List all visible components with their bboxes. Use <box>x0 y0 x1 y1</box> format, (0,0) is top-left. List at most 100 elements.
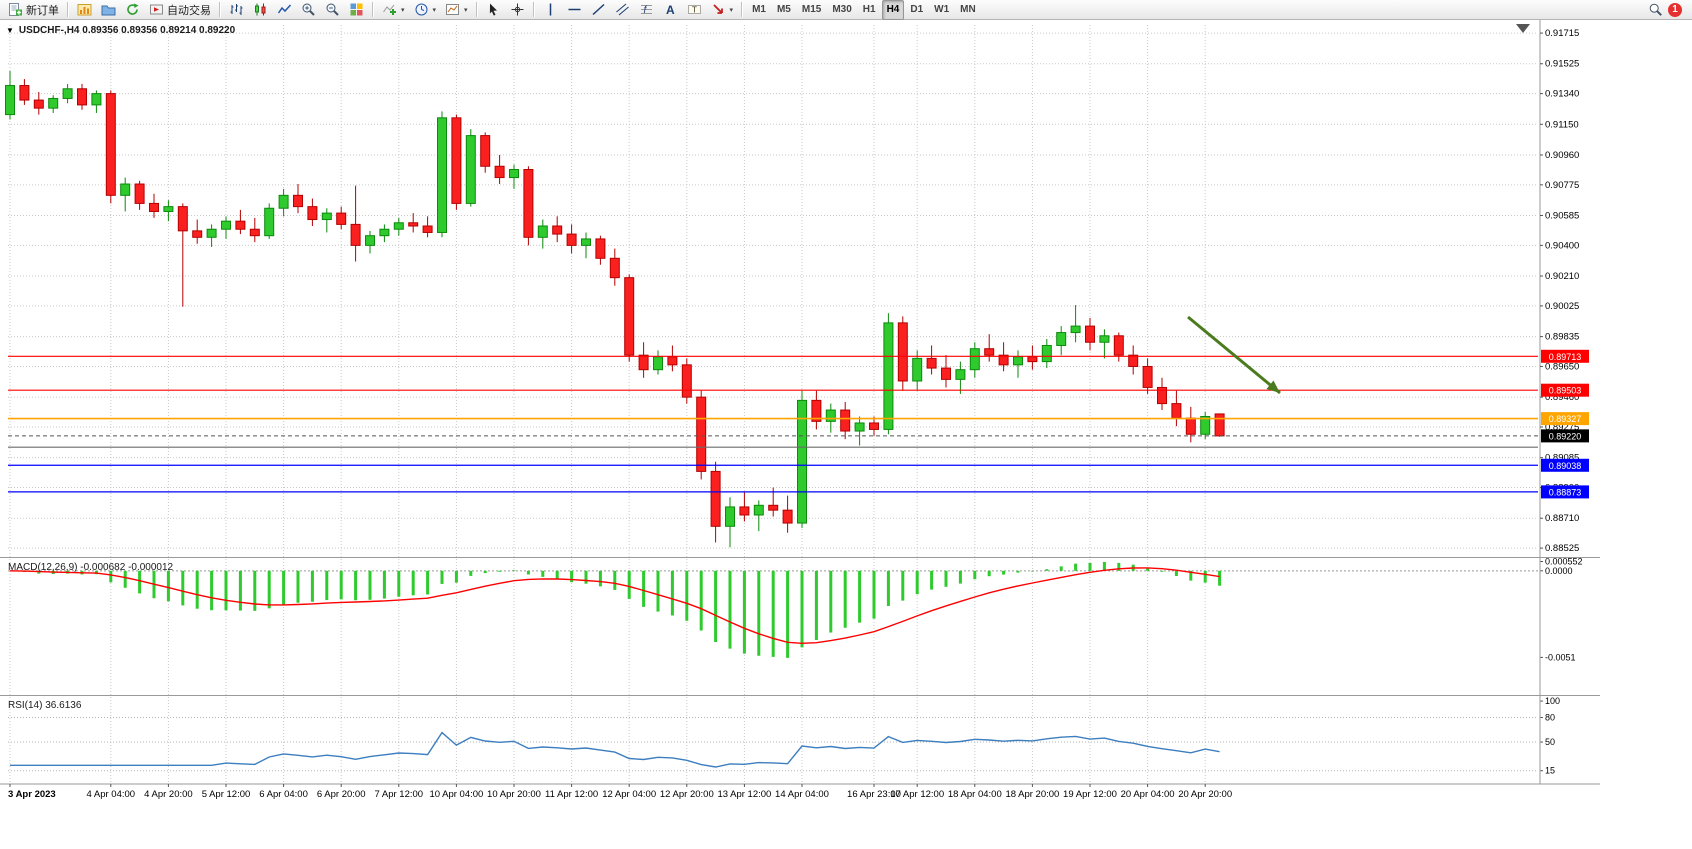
rsi-label: RSI(14) 36.6136 <box>8 700 82 711</box>
tile-windows-button[interactable] <box>345 0 368 20</box>
timeframe-W1-button[interactable]: W1 <box>934 4 950 15</box>
svg-text:0.88873: 0.88873 <box>1549 487 1582 497</box>
one-click-trading-collapse-icon[interactable] <box>6 27 14 35</box>
arrows-button[interactable]: ▾ <box>707 0 738 20</box>
fibo-icon: f <box>639 2 654 17</box>
auto-trading-button-label: 自动交易 <box>167 4 211 17</box>
indicators-icon <box>382 2 397 17</box>
new-order-icon <box>8 2 23 17</box>
svg-text:20 Apr 04:00: 20 Apr 04:00 <box>1121 789 1175 800</box>
horizontal-line-button[interactable] <box>563 0 586 20</box>
new-order-button[interactable]: 新订单 <box>4 0 63 20</box>
templates-button[interactable]: ▾ <box>441 0 472 20</box>
macd-label: MACD(12,26,9) -0.000682 -0.000012 <box>8 562 174 573</box>
timeframe-H1-button[interactable]: H1 <box>862 4 876 15</box>
zoom-in-button[interactable] <box>297 0 320 20</box>
text-button[interactable]: A <box>659 0 682 20</box>
cursor-button[interactable] <box>482 0 505 20</box>
svg-text:5 Apr 12:00: 5 Apr 12:00 <box>202 789 251 800</box>
fibonacci-button[interactable]: f <box>635 0 658 20</box>
svg-text:0.89503: 0.89503 <box>1549 386 1582 396</box>
svg-text:6 Apr 04:00: 6 Apr 04:00 <box>259 789 308 800</box>
timeframe-M30-button[interactable]: M30 <box>832 4 852 15</box>
chart-shift-marker[interactable] <box>1516 24 1530 33</box>
hline-price-tag <box>1541 485 1589 499</box>
candlestick-chart-button[interactable] <box>249 0 272 20</box>
svg-text:T: T <box>692 6 697 15</box>
svg-text:12 Apr 20:00: 12 Apr 20:00 <box>660 789 714 800</box>
svg-text:0.88710: 0.88710 <box>1545 513 1579 524</box>
charts-button[interactable] <box>73 0 96 20</box>
hline-icon <box>567 2 582 17</box>
indicators-button[interactable]: ▾ <box>378 0 409 20</box>
template-icon <box>445 2 460 17</box>
svg-text:0.90960: 0.90960 <box>1545 150 1579 161</box>
trend-arrow-annotation[interactable] <box>1187 315 1281 395</box>
arrows-icon <box>711 2 726 17</box>
svg-text:6 Apr 20:00: 6 Apr 20:00 <box>317 789 366 800</box>
search-icon <box>1648 2 1663 17</box>
toolbar-separator <box>532 2 535 17</box>
time-axis[interactable]: 3 Apr 2023 4 Apr 04:00 4 Apr 20:00 5 Apr 12… <box>8 784 1232 800</box>
svg-text:7 Apr 12:00: 7 Apr 12:00 <box>374 789 423 800</box>
line-chart-button[interactable] <box>273 0 296 20</box>
svg-text:0.89085: 0.89085 <box>1545 453 1579 464</box>
svg-text:80: 80 <box>1545 712 1555 722</box>
label-button[interactable]: T <box>683 0 706 20</box>
svg-text:0.91340: 0.91340 <box>1545 89 1579 100</box>
svg-text:15: 15 <box>1545 766 1555 776</box>
vertical-line-button[interactable] <box>539 0 562 20</box>
svg-text:0.90400: 0.90400 <box>1545 240 1579 251</box>
dropdown-caret-icon: ▾ <box>729 6 734 14</box>
price-axis[interactable]: 0.91715 0.91525 0.91340 0.91150 0.90960 0.907… <box>1540 28 1579 554</box>
svg-text:18 Apr 04:00: 18 Apr 04:00 <box>948 789 1002 800</box>
svg-text:100: 100 <box>1545 696 1560 706</box>
trendline-button[interactable] <box>587 0 610 20</box>
timeframe-M1-button[interactable]: M1 <box>752 4 766 15</box>
horizontal-lines <box>8 355 1538 493</box>
autotrade-icon <box>149 2 164 17</box>
svg-text:4 Apr 20:00: 4 Apr 20:00 <box>144 789 193 800</box>
svg-text:20 Apr 20:00: 20 Apr 20:00 <box>1178 789 1232 800</box>
timeframe-MN-button[interactable]: MN <box>960 4 976 15</box>
notification-badge[interactable]: 1 <box>1668 2 1682 17</box>
auto-trading-button[interactable]: 自动交易 <box>145 0 215 20</box>
svg-text:0.90585: 0.90585 <box>1545 211 1579 222</box>
svg-text:4 Apr 04:00: 4 Apr 04:00 <box>86 789 135 800</box>
periods-button[interactable]: ▾ <box>410 0 441 20</box>
refresh-button[interactable] <box>121 0 144 20</box>
zoom-out-button[interactable] <box>321 0 344 20</box>
grid <box>8 25 1538 783</box>
search-button[interactable] <box>1644 0 1667 20</box>
svg-text:0.88525: 0.88525 <box>1545 543 1579 554</box>
candle-icon <box>253 2 268 17</box>
trend-icon <box>591 2 606 17</box>
channel-icon <box>615 2 630 17</box>
clock-icon <box>414 2 429 17</box>
charts-icon <box>77 2 92 17</box>
svg-text:17 Apr 12:00: 17 Apr 12:00 <box>890 789 944 800</box>
svg-text:0.000552: 0.000552 <box>1545 556 1583 566</box>
channel-button[interactable] <box>611 0 634 20</box>
svg-text:16 Apr 23:00: 16 Apr 23:00 <box>847 789 901 800</box>
timeframe-M5-button[interactable]: M5 <box>776 4 791 15</box>
svg-text:0.89835: 0.89835 <box>1545 332 1579 343</box>
zoom-out-icon <box>325 2 340 17</box>
dropdown-caret-icon: ▾ <box>464 6 468 14</box>
timeframe-H4-button[interactable]: H4 <box>881 0 905 20</box>
timeframe-D1-button[interactable]: D1 <box>910 4 924 15</box>
svg-text:0.89327: 0.89327 <box>1549 414 1582 424</box>
rsi-panel: 100 80 50 15 <box>8 696 1560 776</box>
line-chart-icon <box>277 2 292 17</box>
svg-text:0.89038: 0.89038 <box>1549 461 1582 471</box>
timeframe-M15-button[interactable]: M15 <box>801 4 822 15</box>
crosshair-button[interactable] <box>506 0 529 20</box>
current-price-tag <box>1541 429 1589 443</box>
svg-text:13 Apr 12:00: 13 Apr 12:00 <box>717 789 771 800</box>
crosshair-icon <box>510 2 525 17</box>
profiles-button[interactable] <box>97 0 120 20</box>
new-order-button-label: 新订单 <box>26 4 59 17</box>
bar-chart-button[interactable] <box>225 0 248 20</box>
